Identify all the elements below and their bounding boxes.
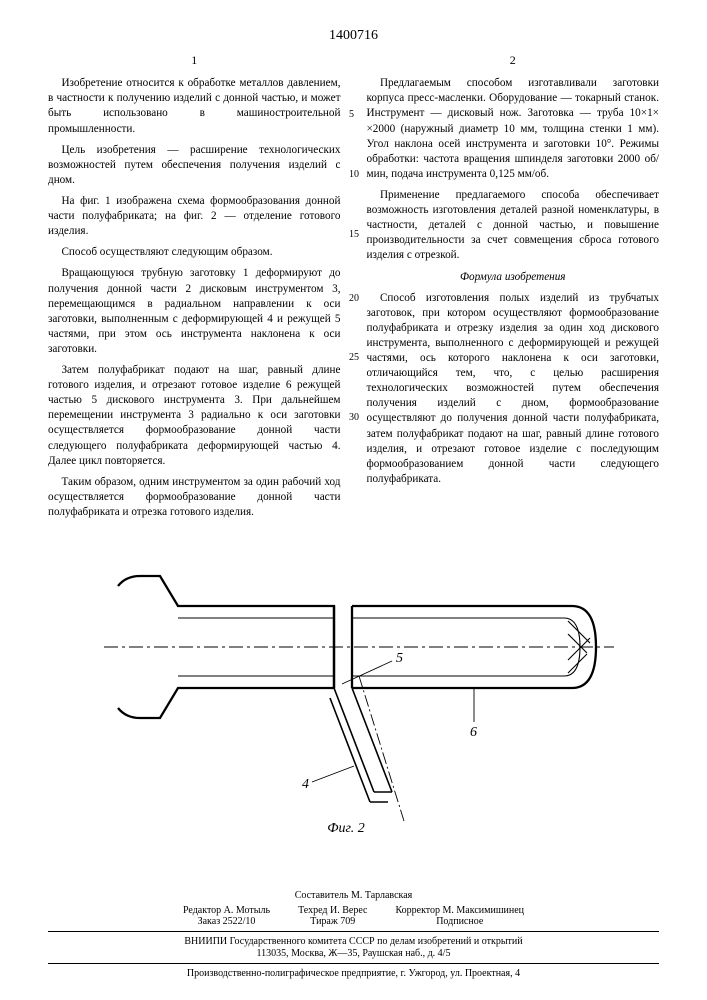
footer-corrector: Корректор М. Максимишинец — [381, 905, 538, 916]
claim-paragraph: Способ изготовления полых изделий из тру… — [367, 291, 660, 487]
body-paragraph: Изобретение относится к обработке металл… — [48, 76, 341, 136]
body-paragraph: Вращающуюся трубную заготовку 1 деформир… — [48, 266, 341, 357]
body-paragraph: Предлагаемым способом изготавливали заго… — [367, 76, 660, 182]
column-left: 1 Изобретение относится к обработке мета… — [48, 52, 341, 526]
footer-order: Заказ 2522/10 — [169, 916, 284, 927]
footer-org-1: ВНИИПИ Государственного комитета СССР по… — [48, 936, 659, 947]
body-paragraph: На фиг. 1 изображена схема формообразова… — [48, 194, 341, 239]
column-number-1: 1 — [48, 52, 341, 68]
body-paragraph: Способ осуществляют следующим образом. — [48, 245, 341, 260]
figure-callout-5: 5 — [396, 651, 403, 666]
line-number: 10 — [349, 170, 359, 180]
column-right: 2 Предлагаемым способом изготавливали за… — [367, 52, 660, 526]
body-paragraph: Затем полуфабрикат подают на шаг, равный… — [48, 363, 341, 469]
line-number: 5 — [349, 110, 354, 120]
figure-2: 5 4 6 Фиг. 2 — [48, 546, 659, 836]
footer-credits-table: Редактор А. Мотыль Техред И. Верес Корре… — [169, 905, 538, 927]
footer-compiler: Составитель М. Тарлавская — [48, 890, 659, 901]
footer-org-3: Производственно-полиграфическое предприя… — [48, 968, 659, 979]
line-number: 20 — [349, 294, 359, 304]
footer-signed: Подписное — [381, 916, 538, 927]
figure-caption: Фиг. 2 — [327, 821, 365, 836]
footer-print: Тираж 709 — [284, 916, 381, 927]
claims-heading: Формула изобретения — [367, 270, 660, 285]
line-number: 25 — [349, 353, 359, 363]
body-paragraph: Таким образом, одним инструментом за оди… — [48, 475, 341, 520]
line-number: 15 — [349, 230, 359, 240]
body-paragraph: Цель изобретения — расширение технологич… — [48, 143, 341, 188]
body-paragraph: Применение предлагаемого способа обеспеч… — [367, 188, 660, 264]
line-number: 30 — [349, 413, 359, 423]
figure-callout-4: 4 — [302, 777, 309, 792]
document-number: 1400716 — [48, 28, 659, 44]
imprint-footer: Составитель М. Тарлавская Редактор А. Мо… — [48, 890, 659, 980]
footer-org-2: 113035, Москва, Ж—35, Раушская наб., д. … — [48, 948, 659, 959]
footer-techred: Техред И. Верес — [284, 905, 381, 916]
figure-svg: 5 4 6 Фиг. 2 — [74, 546, 634, 836]
two-column-body: 1 Изобретение относится к обработке мета… — [48, 52, 659, 526]
footer-editor: Редактор А. Мотыль — [169, 905, 284, 916]
column-number-2: 2 — [367, 52, 660, 68]
figure-callout-6: 6 — [470, 725, 477, 740]
